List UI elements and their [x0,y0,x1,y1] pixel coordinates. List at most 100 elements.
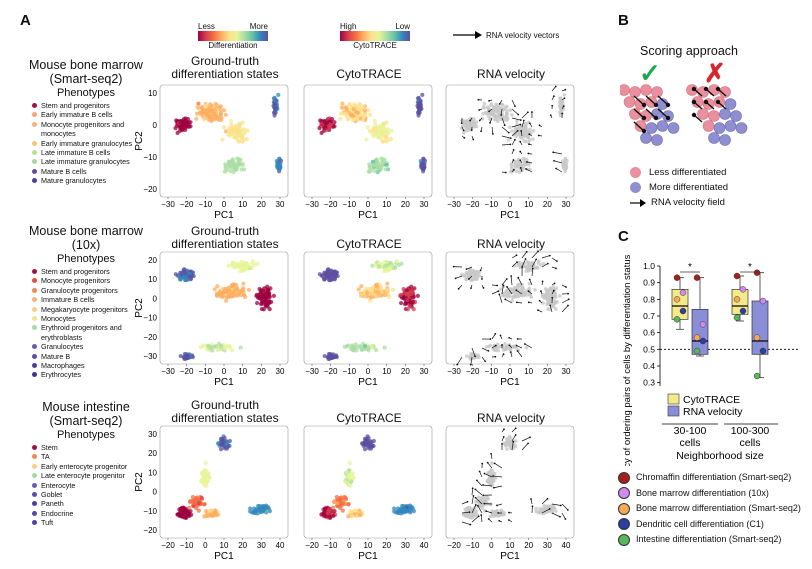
velocity-cell-point [547,298,552,302]
x-tick-label: −20 [180,200,194,209]
cell-point [182,274,187,279]
cell-point [374,157,379,162]
velocity-field-arrow [633,121,645,132]
dataset-point [733,314,741,321]
cell-point [183,514,188,519]
x-tick-label: −30 [447,367,461,376]
phenotype-swatch [32,482,37,488]
cell-point [342,111,347,116]
phenotype-item: Monocyte progenitors and monocytes [32,120,142,139]
x-tick-label: 20 [524,541,533,550]
velocity-arrow [475,497,483,505]
velocity-cell-point [464,270,469,275]
velocity-cell-point [521,286,525,291]
velocity-arrowhead [510,275,513,277]
velocity-arrowhead [516,338,519,340]
cell-point [218,436,224,441]
velocity-arrowhead [516,301,518,304]
cell-point [210,348,215,353]
y-axis-label: PC2 [134,131,145,151]
series-legend-swatch [667,405,680,417]
velocity-arrowhead [493,486,495,489]
phenotype-swatch [32,178,37,184]
dataset-point [673,296,681,303]
velocity-arrowhead [506,285,508,288]
velocity-arrowhead [538,299,541,302]
phenotype-label: Erythroid progenitors and erythroblasts [41,323,122,342]
phenotype-label: Stem and progenitors [41,101,110,110]
velocity-arrow [521,251,527,259]
x-tick-label: −30 [447,200,461,209]
phenotypes-heading: Phenotypes [56,87,116,99]
y-tick-label: −20 [143,333,157,342]
velocity-arrowhead [501,344,503,346]
cell-point [370,263,375,268]
velocity-cell-point [477,495,481,499]
velocity-arrowhead [546,497,549,500]
velocity-cell-point [506,137,511,142]
x-tick-label: −30 [305,367,319,376]
velocity-cell-point [489,103,493,108]
velocity-arrow [510,276,513,286]
cell-point [191,273,196,279]
cell-point [228,122,234,127]
cell-point [272,95,277,101]
dataset-legend-label: Chromaffin differentiation (Smart-seq2) [636,472,792,482]
cell-point [327,125,332,130]
cell-point [388,137,393,142]
more-differentiated-cell [708,132,720,144]
phenotype-swatch [32,140,37,146]
y-tick-label: 0.9 [643,278,655,288]
y-tick-label: 0 [153,488,158,497]
velocity-arrowhead [554,85,557,88]
cell-point [222,286,227,292]
velocity-arrowhead [540,290,542,293]
velocity-arrow [475,489,483,496]
cell-point [416,102,422,107]
y-tick-label: 0.8 [643,294,655,304]
velocity-cell-point [523,139,528,143]
box-cytotrace-1 [731,272,749,322]
cell-point [228,169,233,174]
velocity-arrowhead [509,143,512,146]
velocity-cell-point [548,504,553,509]
velocity-field-arrowhead [691,86,697,92]
velocity-arrowhead [509,137,512,140]
velocity-arrow [471,488,474,496]
cell-point [340,501,346,506]
y-tick-label: 20 [148,256,157,265]
x-tick-label: 10 [506,541,515,550]
velocity-cell-point [498,110,502,115]
cell-point [378,167,383,172]
velocity-arrowhead [476,479,478,482]
more-differentiated-label: More differentiated [649,182,729,193]
cell-point [218,108,224,113]
y-tick-label: 0 [153,121,158,130]
cell-point [239,292,244,298]
diff-colorbar [198,31,268,41]
x-tick-label: 30 [420,367,429,376]
x-tick-label: 20 [238,541,247,550]
velocity-arrowhead [551,296,554,299]
velocity-cell-point [473,514,478,518]
diff-label: Differentiation [208,41,258,50]
less-differentiated-cell [708,110,720,122]
scoring-diagram [620,84,748,146]
cell-point [398,292,403,297]
cell-point [317,126,322,131]
dataset-title-line1: Mouse intestine [42,400,130,414]
cell-point [362,447,368,452]
velocity-field-arrowhead [653,102,659,108]
phenotype-swatch [32,269,37,274]
velocity-cell-point [472,117,476,121]
phenotype-item: Late immature B cells [32,148,142,157]
velocity-arrowhead [462,129,465,132]
cell-point [196,101,201,106]
cell-point [255,300,260,306]
cell-point [276,92,281,97]
x-tick-label: 10 [364,541,373,550]
phenotype-item: Mature granulocytes [32,176,142,185]
velocity-arrowhead [482,494,485,497]
x-tick-label: −10 [485,367,499,376]
cell-point [338,116,343,121]
